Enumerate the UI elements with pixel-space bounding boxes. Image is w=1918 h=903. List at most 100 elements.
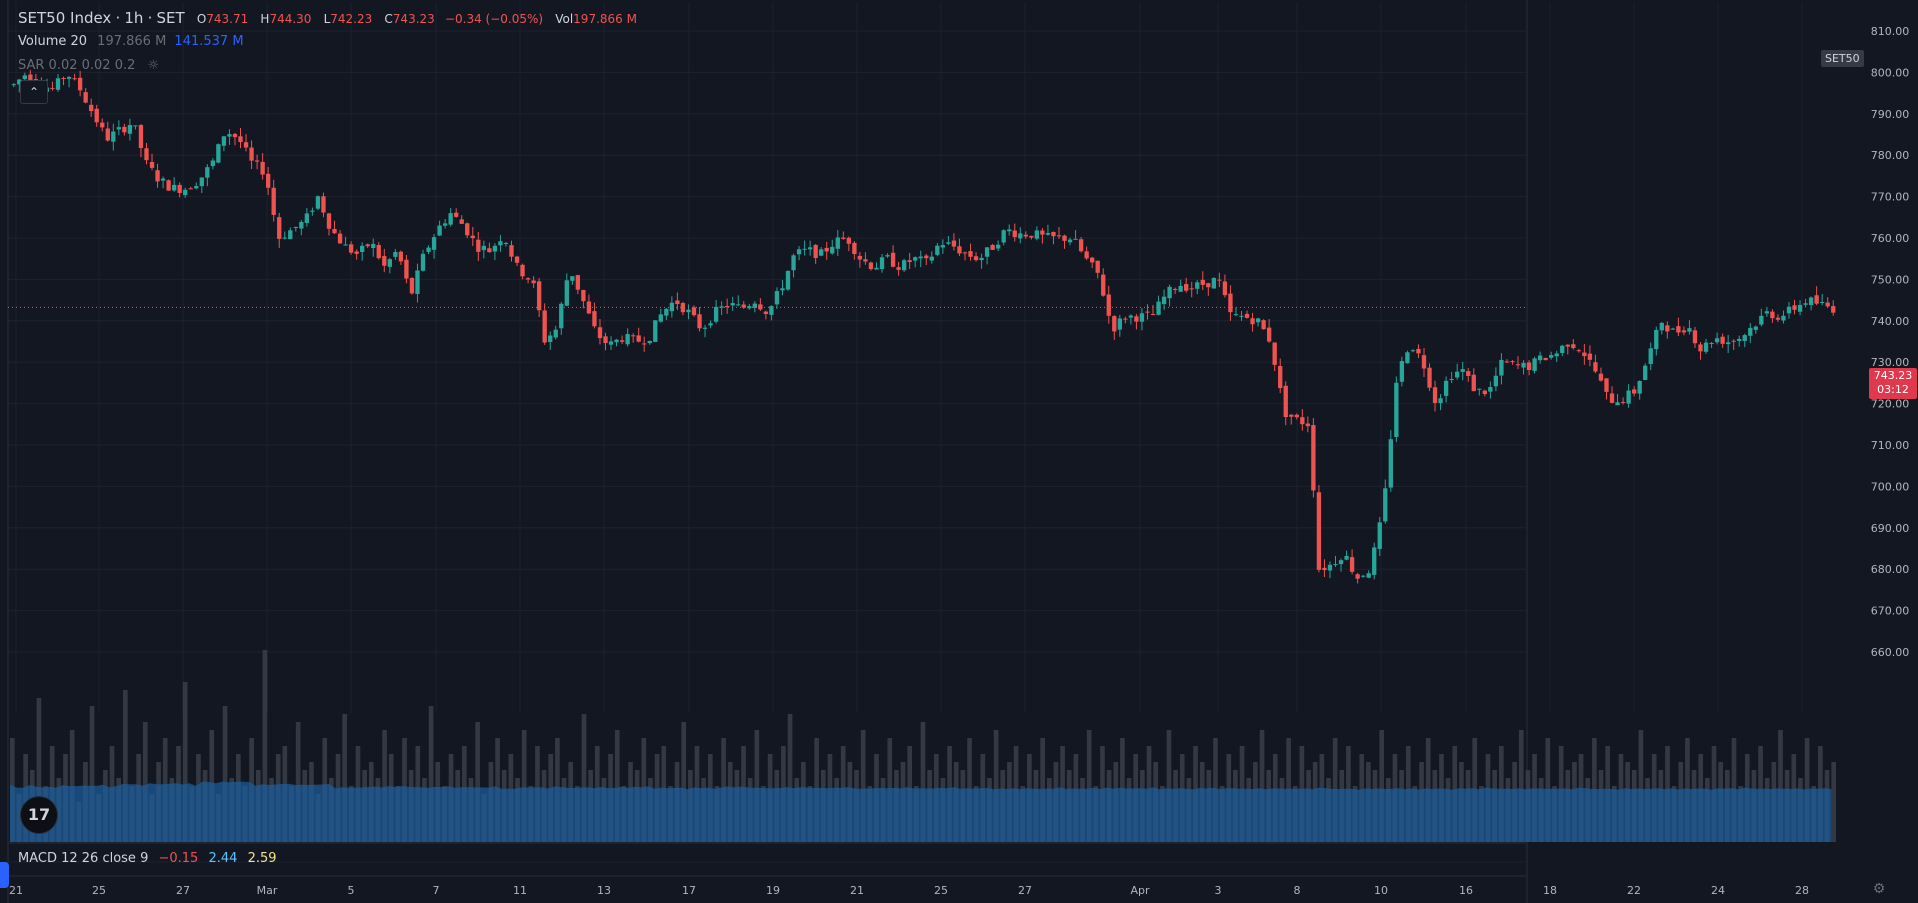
candle-body	[415, 270, 420, 294]
y-tick-label: 760.00	[1871, 232, 1910, 245]
candle-body	[1698, 344, 1703, 352]
candle-body	[1255, 318, 1261, 323]
candle-body	[747, 306, 752, 309]
interval-label[interactable]: 1h	[124, 9, 144, 27]
candle-body	[503, 242, 509, 244]
collapse-legend-button[interactable]: ⌃	[20, 80, 48, 104]
candle-body	[315, 196, 321, 209]
candle-body	[1383, 488, 1388, 522]
macd-legend[interactable]: MACD 12 26 close 9 −0.15 2.44 2.59	[18, 851, 277, 866]
candle-body	[774, 291, 780, 305]
candle-body	[454, 212, 459, 217]
low-label: L	[323, 12, 331, 26]
volume-bar	[342, 714, 348, 842]
candle-body	[188, 188, 193, 190]
candle-body	[1327, 564, 1333, 571]
candle-body	[487, 248, 492, 253]
candle-body	[1128, 315, 1134, 318]
candle-body	[1543, 357, 1548, 361]
candle-body	[1521, 362, 1526, 368]
candle-body	[1040, 230, 1045, 235]
volume-bar	[89, 706, 95, 842]
x-tick-label: 8	[1294, 884, 1301, 897]
symbol-name[interactable]: SET50 Index	[18, 9, 112, 27]
candle-body	[442, 223, 448, 226]
candle-body	[752, 303, 757, 308]
candle-body	[166, 180, 171, 191]
candle-body	[1360, 575, 1366, 577]
candle-body	[1322, 567, 1327, 571]
candle-body	[265, 173, 271, 188]
candle-body	[409, 278, 415, 294]
candle-body	[807, 247, 813, 250]
y-tick-label: 700.00	[1871, 480, 1910, 493]
volume-bar	[1259, 730, 1265, 842]
candle-body	[1095, 260, 1100, 273]
candle-body	[1532, 358, 1537, 371]
candle-body	[404, 259, 409, 279]
candle-body	[348, 244, 354, 253]
candle-body	[105, 128, 110, 141]
candle-body	[1189, 288, 1194, 290]
candle-body	[1195, 282, 1200, 289]
candle-body	[299, 222, 304, 229]
candle-body	[1427, 367, 1432, 388]
x-tick-label: 25	[934, 884, 948, 897]
candle-body	[254, 160, 260, 162]
candle-body	[1714, 338, 1720, 343]
candle-body	[66, 76, 72, 79]
x-tick-label: 3	[1215, 884, 1222, 897]
candle-body	[835, 237, 840, 249]
volume-bar	[222, 706, 228, 842]
separator: ·	[115, 9, 121, 27]
volume-bar	[581, 714, 587, 842]
candle-body	[1770, 311, 1775, 319]
plot-area	[8, 2, 1526, 713]
candle-body	[1333, 564, 1338, 566]
x-tick-label: Apr	[1130, 884, 1150, 897]
candle-body	[553, 329, 558, 338]
x-tick-label: 11	[513, 884, 527, 897]
tradingview-logo-icon[interactable]: 17	[20, 796, 58, 834]
candle-body	[929, 256, 934, 261]
candle-body	[492, 245, 498, 252]
candle-body	[636, 335, 641, 342]
pane-resize-handle[interactable]	[0, 862, 9, 888]
candle-body	[1820, 301, 1825, 303]
volume-legend[interactable]: Volume 20 197.866 M 141.537 M	[18, 34, 244, 49]
gear-icon[interactable]: ⚙	[1872, 881, 1886, 897]
candle-body	[293, 226, 298, 229]
candle-body	[465, 223, 470, 236]
candle-body	[863, 259, 868, 262]
x-tick-label: 25	[92, 884, 106, 897]
candle-body	[321, 196, 326, 213]
candle-body	[1742, 335, 1747, 342]
candle-body	[420, 253, 426, 271]
candle-body	[1366, 573, 1371, 578]
candle-body	[1211, 278, 1217, 289]
candle-body	[1482, 390, 1487, 395]
x-tick-label: 28	[1795, 884, 1809, 897]
x-tick-label: 18	[1543, 884, 1557, 897]
volume-bar	[1086, 730, 1092, 842]
candle-body	[138, 124, 144, 149]
volume-bar	[1379, 730, 1384, 842]
exchange-label[interactable]: SET	[156, 9, 185, 27]
candle-body	[304, 213, 310, 223]
candle-body	[874, 267, 879, 270]
candle-body	[149, 161, 155, 168]
candle-body	[1703, 342, 1709, 352]
candle-body	[1172, 288, 1178, 290]
candle-body	[144, 148, 149, 161]
candle-body	[1808, 297, 1814, 306]
sar-legend[interactable]: SAR 0.02 0.02 0.2 ☼	[18, 58, 159, 73]
candle-body	[1156, 301, 1161, 315]
candle-body	[796, 249, 802, 255]
y-tick-label: 750.00	[1871, 273, 1910, 286]
candle-body	[658, 314, 663, 322]
candle-body	[100, 122, 105, 128]
hidden-eye-icon[interactable]: ☼	[147, 58, 160, 73]
candle-body	[824, 247, 829, 252]
